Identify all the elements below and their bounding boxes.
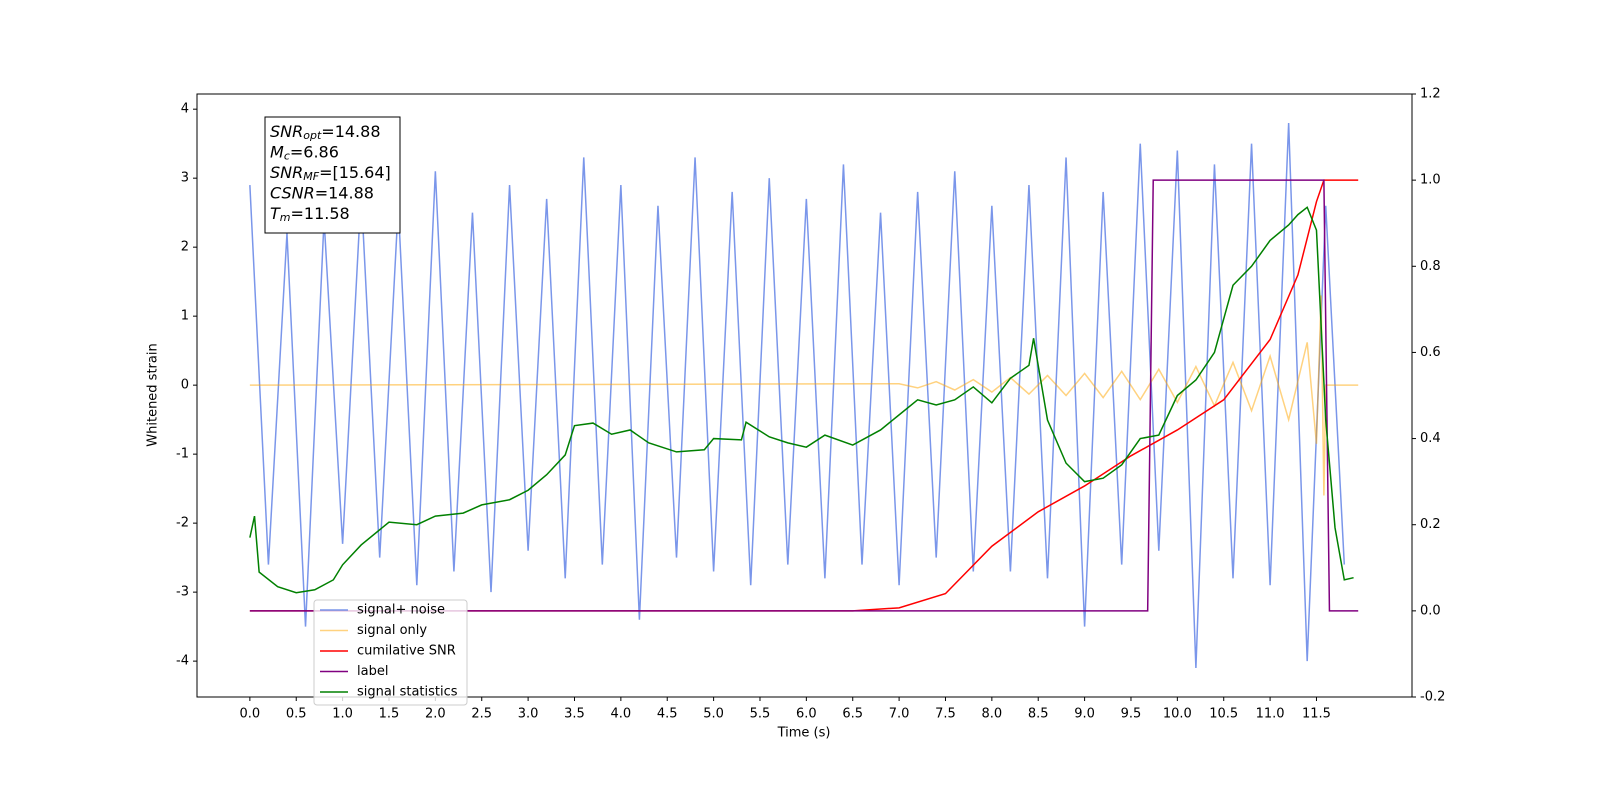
y2-tick-label: 0.4: [1420, 431, 1441, 446]
x-tick-label: 2.0: [425, 707, 446, 722]
annotation-symbol: SNR: [270, 122, 303, 141]
x-tick-label: 5.5: [750, 707, 771, 722]
y2-tick-label: 1.2: [1420, 87, 1441, 102]
series-line: [249, 179, 1359, 612]
annotation-value: =11.58: [291, 204, 350, 223]
legend-label: signal only: [357, 623, 427, 638]
annotation: SNRMF=[15.64]: [270, 163, 391, 184]
x-tick-label: 4.0: [611, 707, 632, 722]
annotation-subscript: opt: [303, 129, 322, 142]
annotation-subscript: MF: [303, 170, 319, 183]
x-tick-label: 3.0: [518, 707, 539, 722]
x-tick-label: 10.5: [1209, 707, 1238, 722]
y2-tick-label: 0.0: [1420, 603, 1441, 618]
series-line: [249, 295, 1359, 496]
x-tick-label: 6.5: [842, 707, 863, 722]
y-tick-label: -3: [176, 585, 189, 600]
x-tick-label: 1.0: [332, 707, 353, 722]
y-tick-label: 4: [181, 102, 189, 117]
plot-area: [249, 122, 1359, 669]
annotation: CSNR=14.88: [270, 183, 374, 202]
axes-frame: [196, 93, 1413, 698]
y2-tick-label: 1.0: [1420, 173, 1441, 188]
y2-tick-label: 0.8: [1420, 259, 1441, 274]
annotation-box: [264, 116, 401, 234]
x-tick-label: 6.0: [796, 707, 817, 722]
y2-tick-label: 0.2: [1420, 517, 1441, 532]
annotation: Mc=6.86: [270, 142, 339, 163]
x-tick-label: 9.5: [1121, 707, 1142, 722]
y-tick-label: 0: [181, 378, 189, 393]
annotation-symbol: SNR: [270, 163, 303, 182]
y-axis-label: Whitened strain: [146, 343, 161, 446]
x-tick-label: 3.5: [564, 707, 585, 722]
annotation: Tm=11.58: [270, 204, 350, 225]
x-tick-label: 9.0: [1074, 707, 1095, 722]
x-tick-label: 11.5: [1302, 707, 1331, 722]
x-tick-label: 0.5: [286, 707, 307, 722]
annotation-symbol: M: [270, 142, 284, 161]
x-tick-label: 11.0: [1256, 707, 1285, 722]
x-tick-label: 4.5: [657, 707, 678, 722]
y-tick-label: -2: [176, 516, 189, 531]
annotation: SNRopt=14.88: [270, 122, 381, 143]
legend-label: cumilative SNR: [357, 644, 456, 659]
x-tick-label: 8.5: [1028, 707, 1049, 722]
annotation-symbol: T: [270, 204, 281, 223]
x-tick-label: 7.5: [935, 707, 956, 722]
y2-tick-label: -0.2: [1420, 690, 1445, 705]
x-tick-label: 0.0: [240, 707, 261, 722]
legend-box: [313, 599, 468, 706]
annotation-symbol: CSNR: [270, 183, 315, 202]
y2-tick-label: 0.6: [1420, 345, 1441, 360]
y-tick-label: 2: [181, 240, 189, 255]
y-tick-label: 1: [181, 309, 189, 324]
x-axis-label: Time (s): [777, 726, 831, 741]
annotation-subscript: c: [284, 150, 290, 163]
annotation-value: =14.88: [321, 122, 380, 141]
y-tick-label: 3: [181, 171, 189, 186]
x-tick-label: 7.0: [889, 707, 910, 722]
annotation-value: =6.86: [290, 142, 339, 161]
annotation-value: =[15.64]: [319, 163, 391, 182]
legend-label: signal statistics: [357, 685, 458, 700]
x-tick-label: 2.5: [471, 707, 492, 722]
y-tick-label: -1: [176, 447, 189, 462]
x-tick-label: 1.5: [379, 707, 400, 722]
y-tick-label: -4: [176, 654, 189, 669]
legend-label: label: [357, 664, 388, 679]
annotation-subscript: m: [280, 211, 291, 224]
series-line: [249, 122, 1346, 669]
x-tick-label: 8.0: [982, 707, 1003, 722]
x-tick-label: 5.0: [703, 707, 724, 722]
series-line: [249, 179, 1359, 612]
annotation-value: =14.88: [315, 183, 374, 202]
series-line: [249, 206, 1354, 594]
legend-label: signal+ noise: [357, 603, 445, 618]
x-tick-label: 10.0: [1163, 707, 1192, 722]
